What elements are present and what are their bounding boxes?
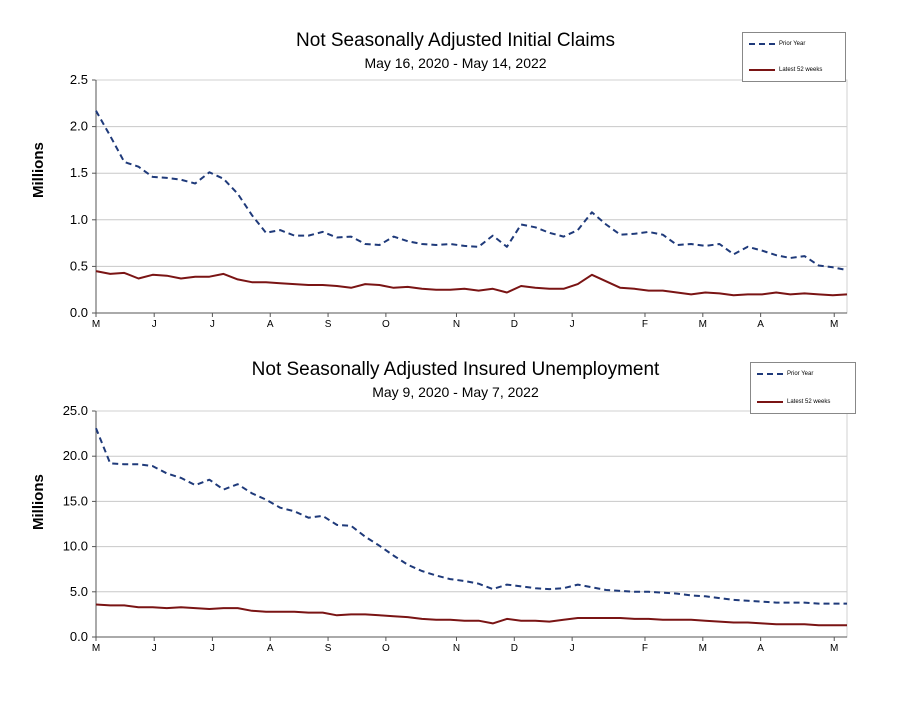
x-tick-label: D — [511, 319, 518, 330]
y-tick-label: 5.0 — [70, 584, 88, 599]
x-tick-label: F — [642, 643, 648, 654]
legend-label: Latest 52 weeks — [787, 399, 831, 405]
x-tick-label: M — [830, 319, 838, 330]
plot-frame — [95, 410, 848, 638]
plot-frame — [95, 79, 848, 314]
x-tick-label: A — [757, 643, 764, 654]
y-tick-label: 0.0 — [70, 629, 88, 644]
x-tick-label: M — [699, 319, 707, 330]
legend-label: Prior Year — [787, 371, 814, 377]
x-tick-label: A — [267, 319, 274, 330]
x-tick-label: M — [699, 643, 707, 654]
x-tick-label: J — [570, 643, 575, 654]
y-tick-label: 10.0 — [63, 539, 88, 554]
legend-item-prior-year: Prior Year — [757, 371, 813, 377]
y-tick-label: 25.0 — [63, 403, 88, 418]
y-tick-label: 0.0 — [70, 305, 88, 320]
series-line-prior-year — [95, 427, 847, 605]
y-tick-label: 1.0 — [70, 212, 88, 227]
chart-subtitle: May 9, 2020 - May 7, 2022 — [372, 384, 539, 400]
y-tick-label: 0.5 — [70, 258, 88, 273]
y-tick-label: 20.0 — [63, 448, 88, 463]
insured-unemployment-plot: 0.0 5.0 10.0 15.0 20.0 25.0 M J J A S O N D J F M A M — [63, 403, 848, 654]
legend-swatch-dashed — [757, 373, 783, 375]
x-tick-label: F — [642, 319, 648, 330]
legend: Prior Year Latest 52 weeks — [750, 362, 856, 414]
legend-swatch-solid — [749, 69, 775, 71]
x-tick-label: M — [830, 643, 838, 654]
series-line-prior-year — [95, 110, 848, 272]
legend-item-prior-year: Prior Year — [749, 41, 805, 47]
legend-swatch-dashed — [749, 43, 775, 45]
legend-swatch-solid — [757, 401, 783, 403]
insured-unemployment-panel: Not Seasonally Adjusted Insured Unemploy… — [0, 345, 911, 675]
x-tick-label: M — [92, 319, 100, 330]
x-tick-label: J — [152, 319, 157, 330]
y-tick-label: 15.0 — [63, 493, 88, 508]
legend-label: Prior Year — [779, 41, 806, 47]
x-tick-label: S — [325, 319, 332, 330]
x-tick-label: N — [453, 319, 460, 330]
x-tick-label: A — [757, 319, 764, 330]
chart-subtitle: May 16, 2020 - May 14, 2022 — [364, 55, 547, 71]
chart-title: Not Seasonally Adjusted Initial Claims — [296, 30, 615, 51]
x-tick-label: O — [382, 319, 390, 330]
x-tick-label: A — [267, 643, 274, 654]
x-tick-label: J — [152, 643, 157, 654]
x-tick-label: J — [210, 319, 215, 330]
x-tick-label: J — [570, 319, 575, 330]
x-tick-label: J — [210, 643, 215, 654]
series-line-latest-52-weeks — [95, 270, 848, 297]
x-tick-label: N — [453, 643, 460, 654]
legend: Prior Year Latest 52 weeks — [742, 32, 846, 82]
y-tick-label: 2.0 — [70, 119, 88, 134]
legend-item-latest: Latest 52 weeks — [749, 67, 822, 73]
legend-item-latest: Latest 52 weeks — [757, 399, 830, 405]
x-tick-label: S — [325, 643, 332, 654]
initial-claims-plot: 0.0 0.5 1.0 1.5 2.0 2.5 M J J A S O N D J F M A M — [70, 72, 848, 330]
legend-label: Latest 52 weeks — [779, 67, 823, 73]
x-tick-label: D — [511, 643, 518, 654]
series-line-latest-52-weeks — [95, 603, 847, 627]
y-tick-label: 1.5 — [70, 165, 88, 180]
x-tick-label: M — [92, 643, 100, 654]
x-tick-label: O — [382, 643, 390, 654]
chart-title: Not Seasonally Adjusted Insured Unemploy… — [251, 359, 660, 380]
y-tick-label: 2.5 — [70, 72, 88, 87]
initial-claims-panel: Not Seasonally Adjusted Initial Claims M… — [0, 0, 911, 340]
